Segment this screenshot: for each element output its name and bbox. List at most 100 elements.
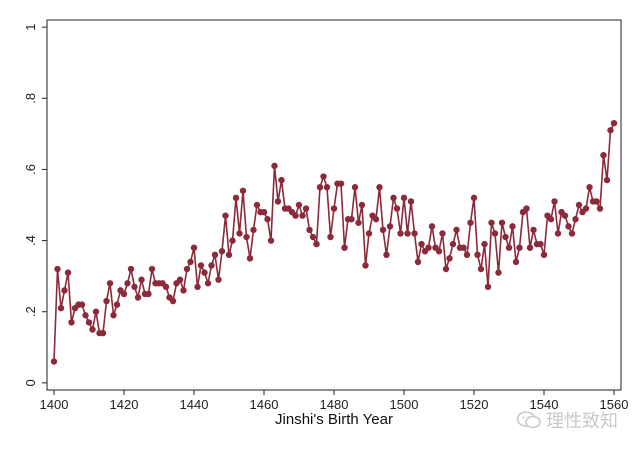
data-point xyxy=(54,265,61,273)
data-point xyxy=(516,244,523,251)
data-point xyxy=(607,127,614,134)
data-point xyxy=(355,219,362,226)
data-point xyxy=(400,194,408,202)
y-tick-label: .6 xyxy=(23,164,38,175)
data-point xyxy=(278,176,285,184)
data-point xyxy=(575,201,583,209)
watermark-text: 理性致知 xyxy=(546,411,618,432)
data-point xyxy=(148,265,156,273)
data-point xyxy=(204,280,212,287)
data-point xyxy=(271,162,278,170)
data-point xyxy=(572,216,579,223)
x-tick-label: 1460 xyxy=(250,397,279,412)
data-point xyxy=(418,240,425,248)
data-point xyxy=(92,308,100,315)
data-point xyxy=(600,151,607,159)
data-point xyxy=(64,269,72,276)
data-point xyxy=(547,216,555,223)
data-point xyxy=(474,251,481,259)
series-layer xyxy=(50,119,618,365)
data-point xyxy=(295,201,303,209)
data-point xyxy=(526,244,534,251)
data-point xyxy=(435,248,443,255)
data-point xyxy=(383,251,390,259)
data-point xyxy=(495,269,502,276)
y-axis: 0 .2 .4 .6 .8 1 xyxy=(23,23,47,387)
data-point xyxy=(341,244,348,251)
data-point xyxy=(320,173,327,180)
data-point xyxy=(376,184,383,191)
data-point xyxy=(460,244,467,251)
data-point xyxy=(187,258,194,266)
data-point xyxy=(264,216,271,223)
wechat-icon xyxy=(516,411,541,429)
data-point xyxy=(208,262,215,269)
data-point xyxy=(540,251,548,259)
data-point xyxy=(348,216,355,223)
data-point xyxy=(61,287,68,294)
data-point xyxy=(78,301,86,308)
data-point xyxy=(502,233,509,241)
data-point xyxy=(488,219,495,226)
x-tick-label: 1420 xyxy=(110,397,139,412)
data-point xyxy=(229,237,236,244)
data-point xyxy=(554,230,562,237)
x-tick-label: 1480 xyxy=(320,397,349,412)
data-point xyxy=(316,184,324,191)
x-tick-label: 1440 xyxy=(180,397,209,412)
data-point xyxy=(113,301,121,308)
data-point xyxy=(603,176,611,184)
data-point xyxy=(491,230,499,237)
data-point xyxy=(477,265,485,273)
data-point xyxy=(110,312,117,319)
data-point xyxy=(218,248,226,255)
data-point xyxy=(512,258,520,266)
data-point xyxy=(414,258,422,266)
data-point xyxy=(484,283,492,291)
y-tick-label: 0 xyxy=(23,379,38,386)
data-point xyxy=(299,212,306,219)
data-point xyxy=(523,205,530,212)
y-tick-label: .8 xyxy=(23,93,38,104)
data-point xyxy=(453,226,460,234)
data-point xyxy=(372,216,380,223)
data-point xyxy=(481,240,488,248)
data-point xyxy=(103,297,110,305)
data-point xyxy=(246,255,254,262)
data-point xyxy=(411,230,418,237)
data-point xyxy=(194,283,201,291)
data-point xyxy=(407,198,415,205)
data-point xyxy=(253,201,261,209)
y-tick-label: .2 xyxy=(23,306,38,317)
data-point xyxy=(145,290,152,298)
x-tick-label: 1500 xyxy=(390,397,419,412)
data-point xyxy=(120,290,128,298)
data-point xyxy=(470,194,478,202)
data-point xyxy=(183,265,191,273)
data-point xyxy=(190,244,198,251)
data-point xyxy=(610,119,618,127)
data-point xyxy=(82,312,89,319)
data-point xyxy=(250,226,257,234)
data-point xyxy=(274,198,282,205)
data-point xyxy=(267,237,275,244)
data-point xyxy=(551,198,558,205)
data-point xyxy=(449,240,457,248)
x-tick-label: 1400 xyxy=(40,397,69,412)
data-point xyxy=(327,233,334,241)
data-point xyxy=(131,283,138,291)
data-point xyxy=(134,294,142,301)
data-point xyxy=(138,276,145,283)
data-point xyxy=(386,223,394,230)
data-point xyxy=(302,205,310,212)
data-point xyxy=(365,230,373,237)
data-point xyxy=(236,230,243,237)
data-point xyxy=(561,212,569,219)
data-point xyxy=(162,283,170,291)
y-tick-label: 1 xyxy=(23,23,38,30)
data-point xyxy=(586,184,593,191)
data-point xyxy=(225,251,233,259)
data-point xyxy=(215,276,222,283)
data-point xyxy=(306,226,313,234)
data-point xyxy=(390,194,397,202)
